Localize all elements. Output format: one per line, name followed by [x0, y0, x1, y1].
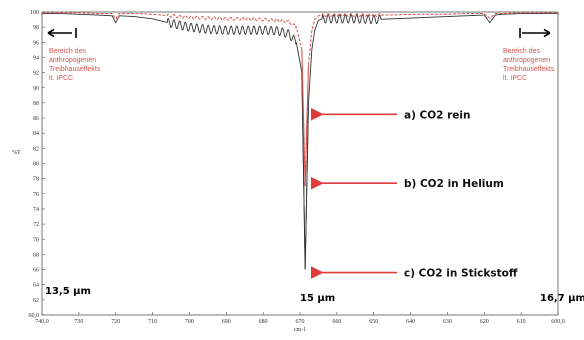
x-tick-label: 620 [480, 319, 489, 325]
x-tick-label: 730 [74, 319, 83, 325]
y-tick-label: 94 [33, 55, 39, 61]
y-tick-label: 90 [33, 86, 39, 92]
x-tick-label: 710 [148, 319, 157, 325]
left-note-line-2: anthropogenen [49, 57, 96, 64]
x-tick-label: 690 [222, 319, 231, 325]
y-tick-label: 68 [33, 252, 39, 258]
series-peak-1 [301, 72, 309, 270]
x-tick-label: 600,0 [551, 319, 565, 325]
y-tick-label: 98 [33, 25, 39, 31]
y-tick-label: 80 [33, 162, 39, 168]
x-tick-label: 670 [296, 319, 305, 325]
callout-label: a) CO2 rein [404, 109, 471, 121]
series-layer [42, 12, 558, 270]
wavelength-right: 16,7 µm [540, 293, 584, 304]
left-region-marker [47, 28, 77, 38]
left-note-line-1: Bereich des [49, 48, 86, 55]
right-note-line-2: anthropogenen [503, 57, 550, 64]
x-tick-label: 640 [406, 319, 415, 325]
left-note-line-3: Treibhauseffekts [49, 66, 101, 73]
left-note-line-4: lt. IPCC [49, 75, 73, 82]
x-axis-label: cm-1 [294, 327, 306, 333]
x-tick-label: 610 [517, 319, 526, 325]
series-line-1 [42, 13, 558, 270]
series-line-2 [42, 12, 558, 187]
x-tick-label: 630 [443, 319, 452, 325]
wavelength-center: 15 µm [300, 293, 335, 304]
callout-label: b) CO2 in Helium [404, 178, 504, 190]
x-tick-label: 660 [332, 319, 341, 325]
right-note-line-1: Bereich des [503, 48, 540, 55]
series-peak-2 [301, 49, 309, 187]
y-tick-label: 60,0 [29, 313, 40, 319]
y-tick-label: 82 [33, 146, 39, 152]
y-tick-label: 72 [33, 222, 39, 228]
x-tick-label: 740,0 [35, 319, 49, 325]
y-tick-label: 62 [33, 298, 39, 304]
y-tick-label: 70 [33, 237, 39, 243]
y-tick-label: 92 [33, 71, 39, 77]
x-axis: 740,0 730 720 710 700 690 680 670 660 650 640 630 62… [35, 312, 565, 325]
y-axis: 60,0 62 64 66 68 70 72 74 76 78 80 82 84 86 88 90 92 94 96… [29, 10, 45, 319]
y-tick-label: 86 [33, 116, 39, 122]
y-tick-label: 66 [33, 268, 39, 274]
callout-label: c) CO2 in Stickstoff [404, 268, 518, 280]
left-note: Bereich des anthropogenen Treibhauseffek… [49, 48, 102, 82]
callouts: a) CO2 rein b) CO2 in Helium c) CO2 in Sti… [310, 107, 518, 280]
right-arrow-head [543, 28, 551, 38]
right-note: Bereich des anthropogenen Treibhauseffek… [503, 48, 556, 82]
y-tick-label: 88 [33, 101, 39, 107]
y-tick-label: 84 [33, 131, 39, 137]
x-tick-label: 680 [259, 319, 268, 325]
y-tick-label: 78 [33, 177, 39, 183]
left-arrow-head [47, 28, 55, 38]
right-note-line-3: Treibhauseffekts [503, 66, 555, 73]
x-tick-label: 720 [111, 319, 120, 325]
right-region-marker [519, 28, 551, 38]
wavelength-left: 13,5 µm [45, 286, 91, 297]
y-tick-label: 96 [33, 40, 39, 46]
y-tick-label: 74 [33, 207, 39, 213]
right-note-line-4: lt. IPCC [503, 75, 527, 82]
y-tick-label: 100 [30, 10, 39, 16]
y-axis-label: %T [12, 150, 21, 156]
x-tick-label: 650 [369, 319, 378, 325]
y-tick-label: 64 [33, 283, 39, 289]
x-tick-label: 700 [185, 319, 194, 325]
y-tick-label: 76 [33, 192, 39, 198]
